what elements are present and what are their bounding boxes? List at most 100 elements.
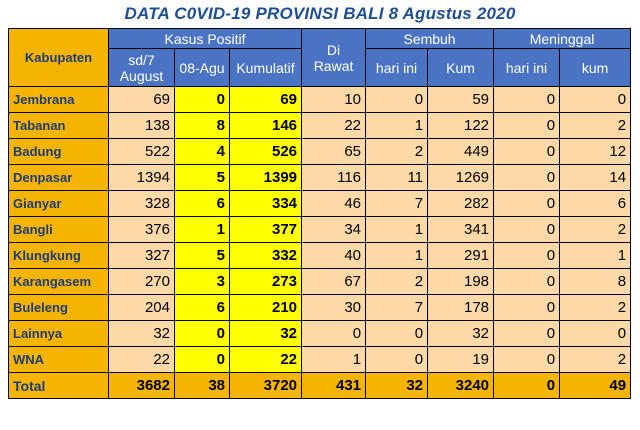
row-name: WNA: [8, 346, 109, 373]
cell-kumulatif: 377: [228, 216, 303, 243]
row-name: Gianyar: [8, 190, 109, 217]
cell-sembuh-hari-ini: 0: [365, 86, 429, 113]
cell-di-rawat: 46: [301, 190, 367, 217]
row-name: Karangasem: [8, 268, 109, 295]
cell-di-rawat: 40: [301, 242, 367, 269]
header-sembuh: Sembuh: [365, 28, 495, 49]
cell-sd7: 69: [108, 86, 175, 113]
row-name: Tabanan: [8, 112, 109, 139]
cell-meninggal-hari-ini: 0: [493, 346, 561, 373]
table-row: Jembrana 69 0 69 10 0 59 0 0: [8, 86, 632, 113]
cell-meninggal-kum: 6: [559, 190, 632, 217]
cell-sembuh-hari-ini: 11: [365, 164, 429, 191]
cell-meninggal-kum: 2: [559, 346, 632, 373]
cell-di-rawat: 10: [301, 86, 367, 113]
row-name: Jembrana: [8, 86, 109, 113]
cell-meninggal-kum: 2: [559, 294, 632, 321]
total-sembuh-kum: 3240: [427, 372, 495, 399]
cell-sd7: 204: [108, 294, 175, 321]
cell-08-agu: 5: [174, 242, 230, 269]
table-row: Badung 522 4 526 65 2 449 0 12: [8, 138, 632, 165]
cell-di-rawat: 0: [301, 320, 367, 347]
cell-sd7: 270: [108, 268, 175, 295]
cell-meninggal-hari-ini: 0: [493, 164, 561, 191]
cell-sd7: 32: [108, 320, 175, 347]
cell-sembuh-kum: 291: [427, 242, 495, 269]
cell-sd7: 328: [108, 190, 175, 217]
header-sembuh-hari-ini: hari ini: [365, 48, 429, 87]
cell-sembuh-kum: 178: [427, 294, 495, 321]
cell-sembuh-hari-ini: 0: [365, 346, 429, 373]
row-name: Badung: [8, 138, 109, 165]
cell-08-agu: 8: [174, 112, 230, 139]
cell-sembuh-kum: 19: [427, 346, 495, 373]
cell-meninggal-kum: 2: [559, 216, 632, 243]
cell-sd7: 327: [108, 242, 175, 269]
table-row: Tabanan 138 8 146 22 1 122 0 2: [8, 112, 632, 139]
total-sembuh-hari-ini: 32: [365, 372, 429, 399]
table-row: Denpasar 1394 5 1399 116 11 1269 0 14: [8, 164, 632, 191]
table-row: Bangli 376 1 377 34 1 341 0 2: [8, 216, 632, 243]
cell-sembuh-hari-ini: 7: [365, 294, 429, 321]
cell-meninggal-hari-ini: 0: [493, 216, 561, 243]
cell-meninggal-kum: 14: [559, 164, 632, 191]
cell-08-agu: 5: [174, 164, 230, 191]
cell-sembuh-hari-ini: 1: [365, 216, 429, 243]
table-row: Lainnya 32 0 32 0 0 32 0 0: [8, 320, 632, 347]
cell-sembuh-hari-ini: 7: [365, 190, 429, 217]
cell-di-rawat: 116: [301, 164, 367, 191]
page-title: DATA C0VID-19 PROVINSI BALI 8 Agustus 20…: [124, 4, 516, 23]
total-di-rawat: 431: [301, 372, 367, 399]
header-kabupaten: Kabupaten: [8, 28, 109, 87]
cell-meninggal-kum: 2: [559, 112, 632, 139]
cell-di-rawat: 67: [301, 268, 367, 295]
cell-kumulatif: 210: [228, 294, 303, 321]
cell-sembuh-hari-ini: 0: [365, 320, 429, 347]
cell-08-agu: 6: [174, 190, 230, 217]
cell-sembuh-kum: 198: [427, 268, 495, 295]
header-di-rawat: Di Rawat: [301, 28, 367, 87]
cell-sembuh-hari-ini: 2: [365, 138, 429, 165]
cell-sembuh-kum: 59: [427, 86, 495, 113]
header-meninggal-hari-ini: hari ini: [493, 48, 561, 87]
cell-meninggal-kum: 12: [559, 138, 632, 165]
table-row: Klungkung 327 5 332 40 1 291 0 1: [8, 242, 632, 269]
total-meninggal-kum: 49: [559, 372, 632, 399]
row-name: Denpasar: [8, 164, 109, 191]
row-name: Klungkung: [8, 242, 109, 269]
cell-sd7: 1394: [108, 164, 175, 191]
cell-08-agu: 0: [174, 320, 230, 347]
cell-meninggal-hari-ini: 0: [493, 112, 561, 139]
cell-meninggal-kum: 8: [559, 268, 632, 295]
cell-sd7: 138: [108, 112, 175, 139]
cell-sembuh-hari-ini: 1: [365, 112, 429, 139]
cell-kumulatif: 526: [228, 138, 303, 165]
header-sembuh-kum: Kum: [427, 48, 495, 87]
cell-meninggal-hari-ini: 0: [493, 242, 561, 269]
cell-di-rawat: 65: [301, 138, 367, 165]
row-name: Bangli: [8, 216, 109, 243]
header-08-agu: 08-Agu: [174, 48, 230, 87]
cell-meninggal-hari-ini: 0: [493, 268, 561, 295]
cell-sembuh-kum: 282: [427, 190, 495, 217]
table-row: Buleleng 204 6 210 30 7 178 0 2: [8, 294, 632, 321]
header-sd7: sd/7 August: [108, 48, 175, 87]
table-row: Karangasem 270 3 273 67 2 198 0 8: [8, 268, 632, 295]
total-row: Total 3682 38 3720 431 32 3240 0 49: [8, 372, 632, 399]
cell-kumulatif: 146: [228, 112, 303, 139]
cell-sembuh-kum: 341: [427, 216, 495, 243]
header-meninggal: Meninggal: [493, 28, 632, 49]
total-meninggal-hari-ini: 0: [493, 372, 561, 399]
cell-kumulatif: 332: [228, 242, 303, 269]
cell-kumulatif: 22: [228, 346, 303, 373]
header-kumulatif: Kumulatif: [228, 48, 303, 87]
cell-meninggal-hari-ini: 0: [493, 320, 561, 347]
total-kumulatif: 3720: [228, 372, 303, 399]
total-label: Total: [8, 372, 109, 399]
cell-kumulatif: 1399: [228, 164, 303, 191]
row-name: Lainnya: [8, 320, 109, 347]
table-row: Gianyar 328 6 334 46 7 282 0 6: [8, 190, 632, 217]
cell-08-agu: 6: [174, 294, 230, 321]
cell-sembuh-hari-ini: 1: [365, 242, 429, 269]
cell-meninggal-hari-ini: 0: [493, 86, 561, 113]
